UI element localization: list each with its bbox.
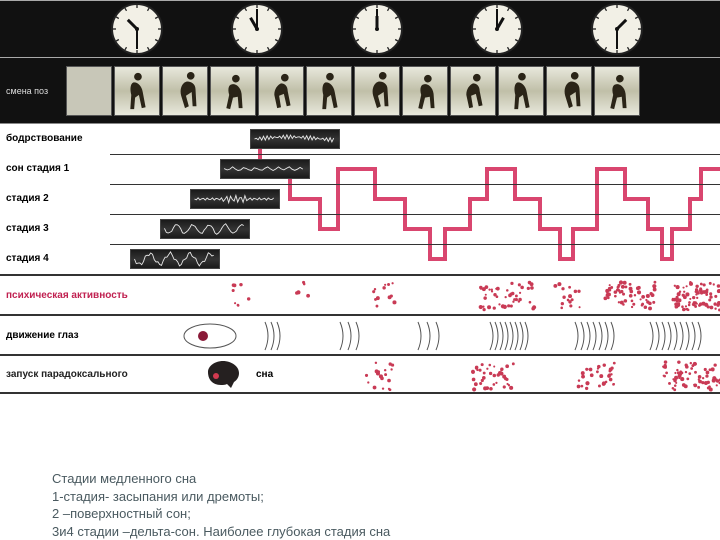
- caption-block: Стадии медленного сна1-стадия- засыпания…: [52, 470, 390, 540]
- eeg-sample: [130, 249, 220, 269]
- posture-cell: [354, 66, 400, 116]
- posture-label: смена поз: [6, 86, 66, 96]
- clock-icon: [591, 3, 643, 55]
- psychic-activity-row: психическая активность: [0, 274, 720, 314]
- paradoxical-dots: [280, 356, 720, 392]
- posture-cell: [66, 66, 112, 116]
- posture-cell: [402, 66, 448, 116]
- psychic-activity-label: психическая активность: [0, 290, 160, 301]
- eye-movement-label: движение глаз: [0, 330, 160, 341]
- stage-label: бодрствование: [0, 134, 110, 145]
- eeg-sample: [250, 129, 340, 149]
- posture-cell: [498, 66, 544, 116]
- paradoxical-label-a: запуск парадоксального: [0, 369, 160, 380]
- eeg-sample: [190, 189, 280, 209]
- paradoxical-row: запуск парадоксального сна: [0, 354, 720, 394]
- stage-label: стадия 3: [0, 224, 110, 235]
- posture-cell: [210, 66, 256, 116]
- clock-row: [0, 0, 720, 58]
- caption-line: 2 –поверхностный сон;: [52, 505, 390, 523]
- stage-label: стадия 4: [0, 254, 110, 265]
- stage-label: стадия 2: [0, 194, 110, 205]
- stage-label: сон стадия 1: [0, 164, 110, 175]
- eeg-sample: [160, 219, 250, 239]
- sleep-stage-chart: бодрствование сон стадия 1 стадия 2 стадия …: [0, 124, 720, 274]
- posture-cell: [546, 66, 592, 116]
- posture-cell: [162, 66, 208, 116]
- posture-cell: [450, 66, 496, 116]
- caption-line: 1-стадия- засыпания или дремоты;: [52, 488, 390, 506]
- eeg-sample: [220, 159, 310, 179]
- brain-icon: [200, 358, 246, 390]
- clock-icon: [231, 3, 283, 55]
- posture-row: смена поз: [0, 58, 720, 124]
- posture-cell: [594, 66, 640, 116]
- posture-cell: [306, 66, 352, 116]
- eye-movement-row: движение глаз: [0, 314, 720, 354]
- caption-line: 3и4 стадии –дельта-сон. Наиболее глубока…: [52, 523, 390, 540]
- clock-icon: [351, 3, 403, 55]
- posture-cell: [114, 66, 160, 116]
- posture-cell: [258, 66, 304, 116]
- clock-icon: [471, 3, 523, 55]
- psychic-activity-dots: [160, 276, 720, 314]
- eye-movement-arcs: [160, 316, 720, 354]
- clock-icon: [111, 3, 163, 55]
- caption-line: Стадии медленного сна: [52, 470, 390, 488]
- paradoxical-label-b: сна: [256, 369, 273, 380]
